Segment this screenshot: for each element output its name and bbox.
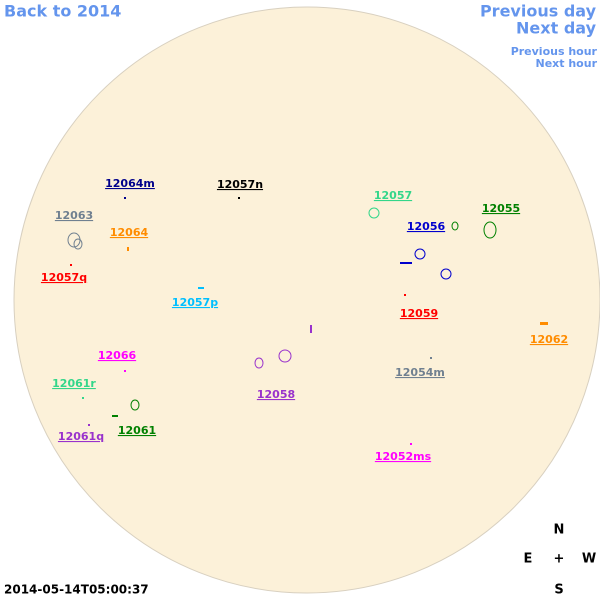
spot xyxy=(451,221,459,231)
dot xyxy=(88,424,90,426)
compass-south: S xyxy=(554,583,563,598)
next-hour-link[interactable]: Next hour xyxy=(536,57,598,70)
region-label: 12062 xyxy=(530,333,568,346)
region-label: 12066 xyxy=(98,349,137,362)
region-label: 12061q xyxy=(58,430,104,443)
region-label: 12061r xyxy=(52,377,96,390)
spot xyxy=(414,248,426,260)
next-day-link[interactable]: Next day xyxy=(516,19,597,38)
spot-dots xyxy=(70,197,548,445)
compass-east: E xyxy=(524,552,533,567)
dot xyxy=(404,294,406,296)
region-label: 12055 xyxy=(482,202,520,215)
spot xyxy=(254,357,264,369)
spot xyxy=(278,349,292,363)
region-label: 12059 xyxy=(400,307,438,320)
spot xyxy=(368,207,380,219)
back-link[interactable]: Back to 2014 xyxy=(4,2,121,21)
dot xyxy=(430,357,432,359)
dot xyxy=(198,287,204,289)
dot xyxy=(540,322,548,325)
region-label: 12056 xyxy=(407,220,446,233)
spot xyxy=(483,221,497,239)
region-label: 12057p xyxy=(172,296,218,309)
region-label: 12057 xyxy=(374,189,412,202)
region-label: 12058 xyxy=(257,388,295,401)
dot xyxy=(112,415,118,417)
region-label: 12063 xyxy=(55,209,93,222)
region-label: 12054m xyxy=(395,366,445,379)
compass-center: + xyxy=(554,552,565,567)
region-label: 12061 xyxy=(118,424,156,437)
solar-disk xyxy=(13,6,600,594)
dot xyxy=(238,197,240,199)
dot xyxy=(410,443,412,445)
dot xyxy=(400,262,412,264)
dot xyxy=(70,264,72,266)
compass-north: N xyxy=(554,523,565,538)
sunspots xyxy=(67,207,497,411)
dot xyxy=(310,325,312,333)
region-label: 12057n xyxy=(217,178,263,191)
timestamp: 2014-05-14T05:00:37 xyxy=(4,583,149,597)
dot xyxy=(124,197,126,199)
region-label: 12057q xyxy=(41,271,87,284)
spot xyxy=(130,399,140,411)
dot xyxy=(124,370,126,372)
spot xyxy=(73,238,83,250)
region-label: 12064 xyxy=(110,226,149,239)
dot xyxy=(82,397,84,399)
spot xyxy=(440,268,452,280)
previous-hour-link[interactable]: Previous hour xyxy=(511,45,598,58)
previous-day-link[interactable]: Previous day xyxy=(480,2,597,21)
dot xyxy=(127,247,129,251)
compass-west: W xyxy=(582,552,596,567)
region-label: 12052ms xyxy=(375,450,432,463)
region-label: 12064m xyxy=(105,177,155,190)
